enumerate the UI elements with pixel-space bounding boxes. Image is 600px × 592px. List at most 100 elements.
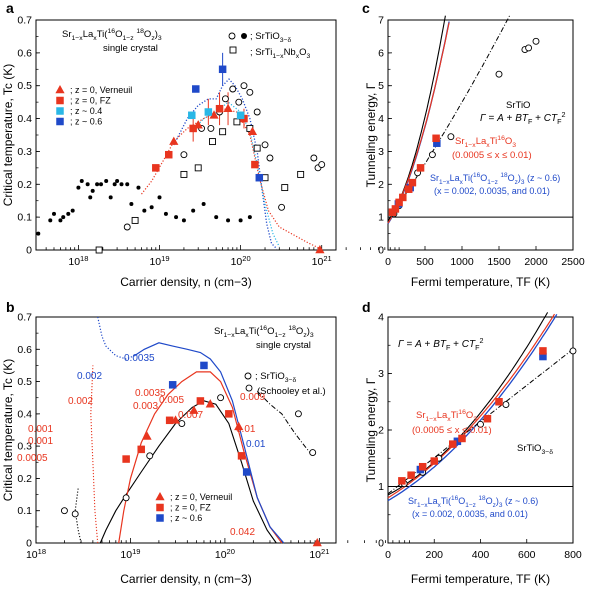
panel-d-y-tick-label: 0 <box>378 538 384 550</box>
data-label: 0.002 <box>68 396 93 407</box>
data-point <box>104 179 109 183</box>
panel-b-xlabel: Carrier density, n (cm−3) <box>120 572 251 586</box>
data-point <box>229 85 237 93</box>
data-point <box>395 198 403 207</box>
data-point <box>449 440 457 448</box>
data-point <box>261 141 269 149</box>
data-point <box>194 164 202 172</box>
panel-c-red-label: Sr1−xLaxTi16O3 <box>455 135 516 149</box>
data-point <box>180 151 188 159</box>
data-point <box>219 128 227 136</box>
data-point <box>217 394 225 402</box>
panel-c-y-tick-label: 7 <box>378 15 384 27</box>
panel-c-blue-range: (x = 0.002, 0.0035, and 0.01) <box>434 186 550 196</box>
data-point <box>447 133 455 141</box>
legend-marker <box>56 96 64 105</box>
data-label: 0.0035 <box>135 388 166 399</box>
dash-dot-curve <box>256 390 314 457</box>
panel-b-x-tick-label: 1021 <box>309 547 329 561</box>
data-point <box>169 136 179 145</box>
red-dotted-extension <box>90 365 99 544</box>
data-point <box>235 98 243 106</box>
data-point <box>297 170 305 178</box>
data-label: 0.042 <box>230 527 255 538</box>
legend-label: ; z = 0, FZ <box>70 96 111 106</box>
legend-schooley: (Schooley et al.) <box>257 386 326 397</box>
data-point <box>453 437 462 446</box>
data-point <box>215 104 224 113</box>
panel-b-y-tick-label: 0.6 <box>17 344 32 356</box>
panel-c-frame <box>387 19 574 251</box>
data-point <box>108 195 113 200</box>
legend-label: ; z ~ 0.6 <box>170 513 202 523</box>
data-point <box>204 108 213 116</box>
panel-a-y-tick-label: 0.5 <box>17 80 32 92</box>
data-point <box>495 398 503 406</box>
data-point <box>236 111 245 120</box>
data-point <box>209 138 216 146</box>
data-point <box>95 182 100 187</box>
panel-b-y-tick-label: 0.7 <box>17 312 32 324</box>
legend-marker <box>56 117 64 126</box>
data-point <box>253 144 261 152</box>
panel-a-y-tick-label: 0.1 <box>17 212 32 224</box>
data-point <box>207 124 215 132</box>
data-point <box>70 208 75 213</box>
data-point <box>495 70 503 78</box>
data-point <box>266 154 274 162</box>
legend-marker <box>55 85 65 94</box>
panel-d-y-tick-label: 2 <box>378 425 384 437</box>
legend-marker <box>56 107 64 115</box>
panel-d-blue-range: (x = 0.002, 0.0035, and 0.01) <box>412 509 528 519</box>
data-point <box>245 384 253 392</box>
data-point <box>51 211 56 216</box>
legend-srtio3: ; SrTiO3−δ <box>250 31 292 44</box>
data-point <box>418 462 427 471</box>
data-point <box>247 126 258 136</box>
panel-a-y-tick-label: 0.2 <box>17 179 32 191</box>
legend-label: ; z ~ 0.4 <box>70 106 102 116</box>
legend-label: ; z = 0, Verneuil <box>170 492 232 502</box>
legend-marker <box>156 514 164 522</box>
data-point <box>399 193 407 202</box>
legend-open-circle <box>244 372 252 380</box>
data-point <box>60 507 68 515</box>
data-point <box>131 216 139 224</box>
panel-b-y-tick-label: 0.5 <box>17 376 32 388</box>
data-point <box>532 37 540 45</box>
data-point <box>315 245 325 254</box>
data-point <box>152 164 160 172</box>
data-point <box>407 471 415 479</box>
panel-c-x-tick-label: 1000 <box>450 256 474 268</box>
data-point <box>205 399 215 408</box>
data-point <box>432 134 440 143</box>
panel-c-y-tick-label: 2 <box>378 179 384 191</box>
data-label: 0.005 <box>159 395 184 406</box>
data-point <box>278 203 286 211</box>
data-label: 0.007 <box>178 410 203 421</box>
data-point <box>251 160 259 169</box>
data-point <box>255 173 264 182</box>
panel-c-red-range: (0.0005 ≤ x ≤ 0.01) <box>452 150 532 161</box>
panel-a-x-tick-label: 1021 <box>312 254 332 268</box>
data-point <box>312 538 322 547</box>
data-point <box>234 421 244 431</box>
data-point <box>458 434 466 443</box>
panel-b-x-tick-label: 1018 <box>26 547 46 561</box>
data-point <box>294 410 302 418</box>
panel-c-label: c <box>362 0 370 16</box>
legend-srtinbo3: ; SrTi1−xNbxO3 <box>250 47 311 60</box>
data-point <box>168 381 177 389</box>
data-point <box>192 85 200 93</box>
legend-label: ; z = 0, Verneuil <box>70 85 132 95</box>
panel-d-equation: Γ = A + BTF + CTF2 <box>398 336 484 352</box>
panel-c-x-tick-label: 0 <box>385 256 391 268</box>
panel-a-y-tick-label: 0.6 <box>17 47 32 59</box>
data-point <box>88 195 93 200</box>
data-point <box>191 208 196 213</box>
data-point <box>502 401 510 409</box>
data-point <box>240 82 248 90</box>
data-point <box>180 170 188 178</box>
legend-marker <box>155 492 165 501</box>
data-point <box>115 179 120 183</box>
